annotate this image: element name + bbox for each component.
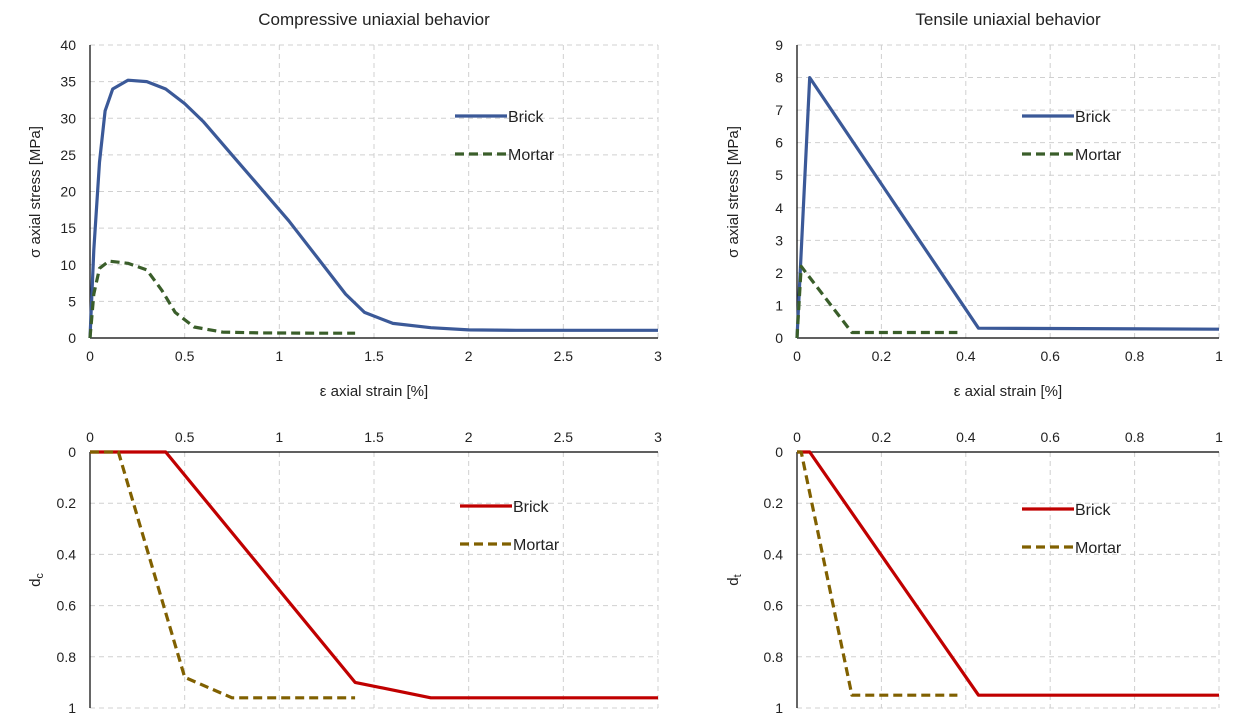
compressive-ytick-label: 0 — [68, 330, 76, 346]
damage-compressive-series-brick-line — [90, 450, 658, 700]
tensile-series-brick-line — [795, 76, 1220, 339]
compressive-series-brick-line — [88, 78, 658, 339]
damage-tensile-ytick-label: 0.4 — [764, 546, 784, 562]
damage-tensile-xtick-label: 0.6 — [1040, 429, 1060, 445]
damage-tensile-xtick-label: 1 — [1215, 429, 1223, 445]
damage-tensile-series-brick-line — [797, 450, 1219, 697]
damage-compressive-ylabel-sub: c — [34, 573, 46, 579]
tensile-xtick-label: 0.4 — [956, 348, 976, 364]
compressive-legend-mortar-label: Mortar — [508, 147, 555, 164]
tensile-ytick-label: 4 — [775, 200, 783, 216]
damage-tensile-ylabel: dt — [725, 574, 744, 585]
damage-tensile-ytick-label: 0.6 — [764, 598, 784, 614]
compressive-ytick-label: 5 — [68, 293, 76, 309]
tensile-ytick-label: 7 — [775, 102, 783, 118]
compressive-xtick-label: 2 — [465, 348, 473, 364]
damage-compressive-legend-brick-label: Brick — [513, 499, 550, 516]
damage-compressive-xtick-label: 0 — [86, 429, 94, 445]
tensile-series-mortar-line — [795, 264, 958, 339]
damage-tensile-xtick-label: 0.8 — [1125, 429, 1145, 445]
tensile-legend-mortar-label: Mortar — [1075, 147, 1122, 164]
compressive-chart: Compressive uniaxial behavior ε axial st… — [27, 10, 662, 400]
compressive-xtick-label: 3 — [654, 348, 662, 364]
compressive-ytick-label: 15 — [60, 220, 76, 236]
damage-tensile-xtick-label: 0 — [793, 429, 801, 445]
damage-compressive-ytick-label: 1 — [68, 700, 76, 716]
damage-tensile-series-mortar-line — [797, 450, 958, 697]
tensile-xtick-label: 1 — [1215, 348, 1223, 364]
tensile-chart-xlabel: ε axial strain [%] — [954, 383, 1062, 400]
tensile-ytick-label: 2 — [775, 265, 783, 281]
tensile-xtick-label: 0.8 — [1125, 348, 1145, 364]
tensile-ytick-label: 1 — [775, 297, 783, 313]
tensile-ytick-label: 8 — [775, 70, 783, 86]
damage-compressive-xtick-label: 2 — [465, 429, 473, 445]
compressive-chart-title: Compressive uniaxial behavior — [258, 10, 490, 29]
damage-compressive-legend-mortar-label: Mortar — [513, 537, 560, 554]
compressive-legend-brick-label: Brick — [508, 109, 545, 126]
damage-tensile-ytick-label: 1 — [775, 700, 783, 716]
tensile-xtick-label: 0 — [793, 348, 801, 364]
compressive-ytick-label: 20 — [60, 184, 76, 200]
compressive-series-mortar-line — [88, 259, 356, 339]
damage-compressive-ytick-label: 0.2 — [57, 495, 77, 511]
damage-compressive-series-mortar-line — [90, 450, 356, 700]
compressive-ytick-label: 35 — [60, 74, 76, 90]
tensile-chart-ylabel: σ axial stress [MPa] — [725, 126, 742, 258]
damage-tensile-chart: dt 0 0.2 0.4 0.6 0.8 1 0 0.2 0.4 0.6 0.8 1 Brick Mort… — [725, 429, 1223, 716]
tensile-ytick-label: 0 — [775, 330, 783, 346]
compressive-xtick-label: 0 — [86, 348, 94, 364]
damage-compressive-ylabel: dc — [27, 573, 46, 587]
damage-tensile-ytick-label: 0.2 — [764, 495, 784, 511]
compressive-ytick-label: 30 — [60, 110, 76, 126]
damage-compressive-xtick-label: 1.5 — [364, 429, 384, 445]
tensile-ytick-label: 5 — [775, 167, 783, 183]
damage-tensile-xtick-label: 0.4 — [956, 429, 976, 445]
damage-tensile-legend-mortar-label: Mortar — [1075, 540, 1122, 557]
compressive-ytick-label: 25 — [60, 147, 76, 163]
compressive-xtick-label: 1.5 — [364, 348, 384, 364]
compressive-chart-xlabel: ε axial strain [%] — [320, 383, 428, 400]
damage-compressive-ylabel-main: d — [27, 579, 44, 587]
tensile-xtick-label: 0.6 — [1040, 348, 1060, 364]
damage-tensile-ytick-label: 0 — [775, 444, 783, 460]
damage-compressive-ytick-label: 0.8 — [57, 649, 77, 665]
damage-tensile-xtick-label: 0.2 — [872, 429, 892, 445]
damage-compressive-xtick-label: 0.5 — [175, 429, 195, 445]
damage-tensile-legend-brick-label: Brick — [1075, 502, 1112, 519]
compressive-xtick-label: 2.5 — [554, 348, 574, 364]
damage-tensile-ytick-label: 0.8 — [764, 649, 784, 665]
compressive-xtick-label: 0.5 — [175, 348, 195, 364]
tensile-ytick-label: 3 — [775, 232, 783, 248]
damage-compressive-ytick-label: 0.4 — [57, 546, 77, 562]
damage-compressive-xtick-label: 3 — [654, 429, 662, 445]
tensile-legend-brick-label: Brick — [1075, 109, 1112, 126]
compressive-chart-ylabel: σ axial stress [MPa] — [27, 126, 44, 258]
tensile-xtick-label: 0.2 — [872, 348, 892, 364]
tensile-ytick-label: 9 — [775, 37, 783, 53]
damage-compressive-ytick-label: 0.6 — [57, 598, 77, 614]
damage-tensile-ylabel-sub: t — [732, 574, 744, 577]
damage-compressive-ytick-label: 0 — [68, 444, 76, 460]
tensile-chart: Tensile uniaxial behavior ε axial strain… — [725, 10, 1223, 400]
compressive-ytick-label: 10 — [60, 257, 76, 273]
compressive-xtick-label: 1 — [275, 348, 283, 364]
damage-tensile-ylabel-main: d — [725, 577, 742, 585]
damage-compressive-xtick-label: 1 — [275, 429, 283, 445]
compressive-ytick-label: 40 — [60, 37, 76, 53]
tensile-ytick-label: 6 — [775, 135, 783, 151]
damage-compressive-xtick-label: 2.5 — [554, 429, 574, 445]
tensile-chart-title: Tensile uniaxial behavior — [915, 10, 1101, 29]
damage-compressive-chart: dc 0 0.5 1 1.5 2 2.5 3 0 0.2 0.4 0.6 0.8 1 Brick Morta… — [27, 429, 662, 716]
